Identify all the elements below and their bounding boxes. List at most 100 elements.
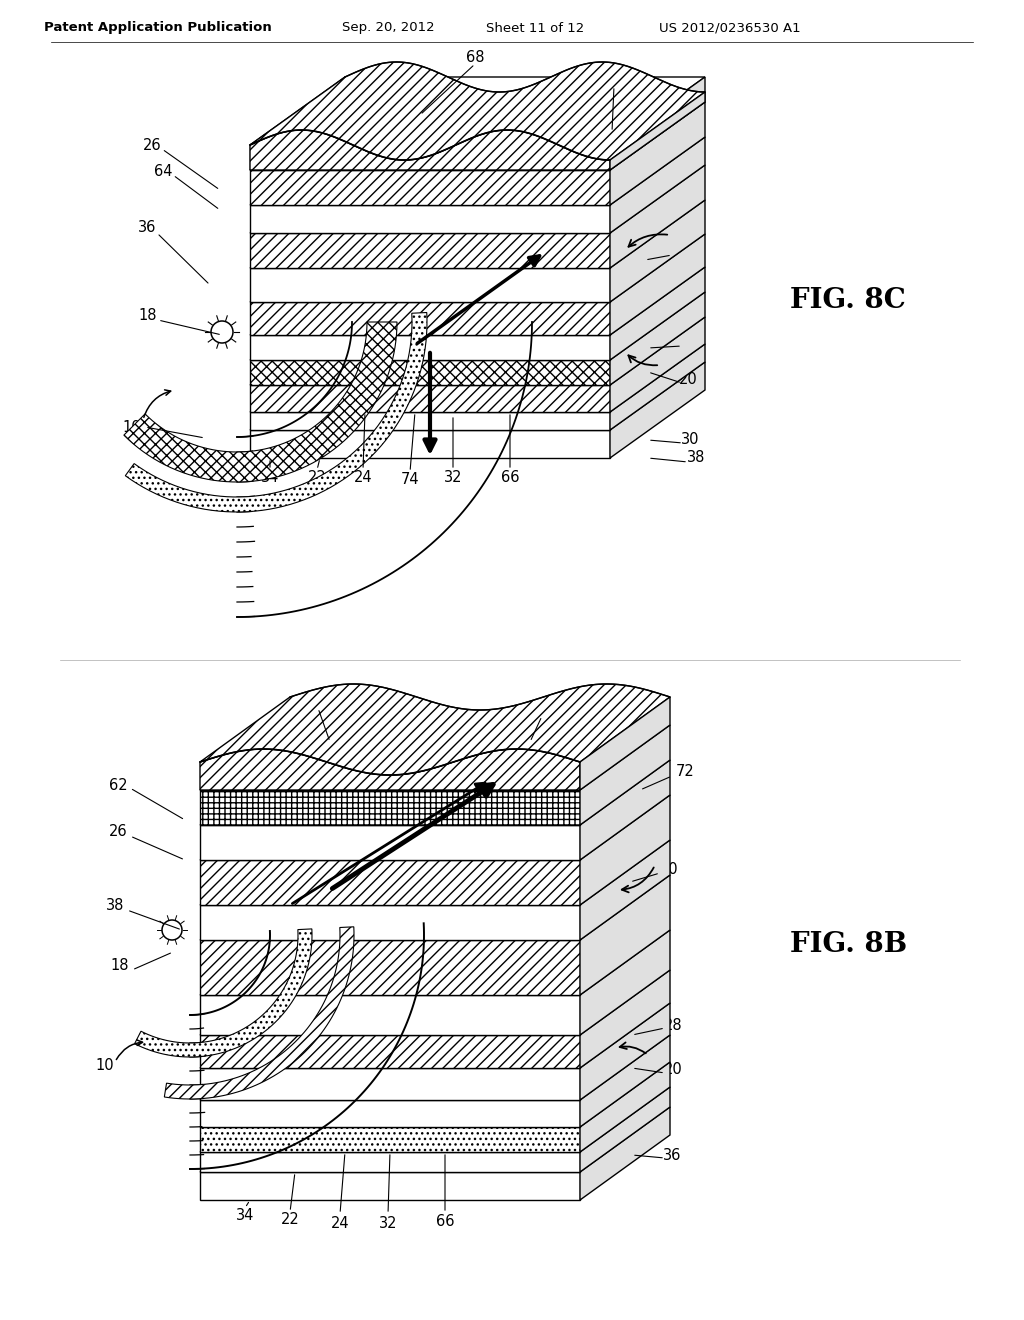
Polygon shape (580, 1003, 670, 1100)
Polygon shape (124, 322, 397, 482)
Polygon shape (200, 1127, 580, 1152)
Polygon shape (134, 929, 312, 1057)
Polygon shape (580, 875, 670, 995)
Polygon shape (200, 789, 580, 825)
Polygon shape (580, 1107, 670, 1200)
Polygon shape (200, 1107, 670, 1172)
Text: 30: 30 (681, 433, 699, 447)
Polygon shape (250, 360, 610, 385)
Text: Patent Application Publication: Patent Application Publication (44, 21, 272, 34)
Polygon shape (250, 302, 610, 335)
Polygon shape (250, 412, 610, 430)
Polygon shape (580, 970, 670, 1068)
Text: 10: 10 (123, 420, 141, 434)
Polygon shape (580, 760, 670, 861)
Text: 28: 28 (664, 1018, 682, 1032)
Polygon shape (200, 875, 670, 940)
Text: 64: 64 (539, 705, 557, 719)
Polygon shape (580, 1063, 670, 1152)
Polygon shape (200, 970, 670, 1035)
Polygon shape (580, 1035, 670, 1127)
Polygon shape (200, 940, 580, 995)
Text: 74: 74 (400, 473, 419, 487)
Polygon shape (580, 795, 670, 906)
Polygon shape (200, 995, 580, 1035)
Polygon shape (610, 165, 705, 268)
Text: 36: 36 (663, 1147, 681, 1163)
Polygon shape (200, 931, 670, 995)
Polygon shape (610, 77, 705, 170)
Text: 10: 10 (95, 1057, 115, 1072)
Polygon shape (200, 840, 670, 906)
Polygon shape (610, 234, 705, 335)
Circle shape (211, 321, 233, 343)
Polygon shape (200, 861, 580, 906)
Polygon shape (250, 137, 705, 205)
Polygon shape (580, 725, 670, 825)
Text: 68: 68 (309, 693, 328, 708)
Text: 18: 18 (138, 308, 158, 322)
Polygon shape (200, 748, 580, 789)
Polygon shape (580, 931, 670, 1035)
Text: 34: 34 (261, 470, 280, 484)
Text: 62: 62 (610, 74, 630, 90)
Polygon shape (250, 362, 705, 430)
Polygon shape (200, 1035, 580, 1068)
Polygon shape (250, 201, 705, 268)
Text: 26: 26 (142, 137, 162, 153)
Polygon shape (250, 267, 705, 335)
Polygon shape (610, 201, 705, 302)
Polygon shape (580, 1086, 670, 1172)
Polygon shape (125, 313, 427, 512)
Polygon shape (250, 292, 705, 360)
Circle shape (162, 920, 182, 940)
Text: 32: 32 (379, 1216, 397, 1230)
Polygon shape (200, 1086, 670, 1152)
Text: 64: 64 (154, 165, 172, 180)
Text: 32: 32 (443, 470, 462, 484)
Text: 22: 22 (281, 1213, 299, 1228)
Polygon shape (250, 234, 610, 268)
Text: 36: 36 (138, 219, 157, 235)
Text: 24: 24 (331, 1216, 349, 1230)
Polygon shape (250, 234, 705, 302)
Text: 20: 20 (664, 1063, 682, 1077)
Text: FIG. 8C: FIG. 8C (790, 286, 906, 314)
Polygon shape (250, 165, 705, 234)
Polygon shape (250, 268, 610, 302)
Text: 72: 72 (676, 764, 694, 780)
Text: 26: 26 (109, 825, 127, 840)
Polygon shape (200, 1063, 670, 1127)
Text: 28: 28 (679, 334, 697, 350)
Polygon shape (250, 77, 705, 145)
Polygon shape (250, 345, 705, 412)
Polygon shape (250, 62, 705, 160)
Polygon shape (580, 840, 670, 940)
Polygon shape (250, 129, 610, 170)
Polygon shape (200, 906, 580, 940)
Text: 24: 24 (353, 470, 373, 484)
Text: Sep. 20, 2012: Sep. 20, 2012 (342, 21, 434, 34)
Text: US 2012/0236530 A1: US 2012/0236530 A1 (659, 21, 801, 34)
Polygon shape (250, 170, 610, 205)
Polygon shape (200, 1172, 580, 1200)
Polygon shape (200, 1152, 580, 1172)
Text: 34: 34 (236, 1209, 254, 1224)
Polygon shape (200, 1068, 580, 1100)
Polygon shape (250, 335, 610, 360)
Polygon shape (250, 145, 610, 170)
Polygon shape (200, 684, 670, 775)
Polygon shape (200, 1100, 580, 1127)
Text: 68: 68 (466, 49, 484, 65)
Polygon shape (200, 795, 670, 861)
Text: 22: 22 (307, 470, 327, 484)
Polygon shape (610, 292, 705, 385)
Polygon shape (610, 267, 705, 360)
Polygon shape (164, 927, 354, 1100)
Text: 60: 60 (658, 862, 677, 878)
Polygon shape (250, 317, 705, 385)
Text: 20: 20 (679, 372, 697, 388)
Polygon shape (200, 825, 580, 861)
Text: 18: 18 (111, 957, 129, 973)
Polygon shape (250, 102, 705, 170)
